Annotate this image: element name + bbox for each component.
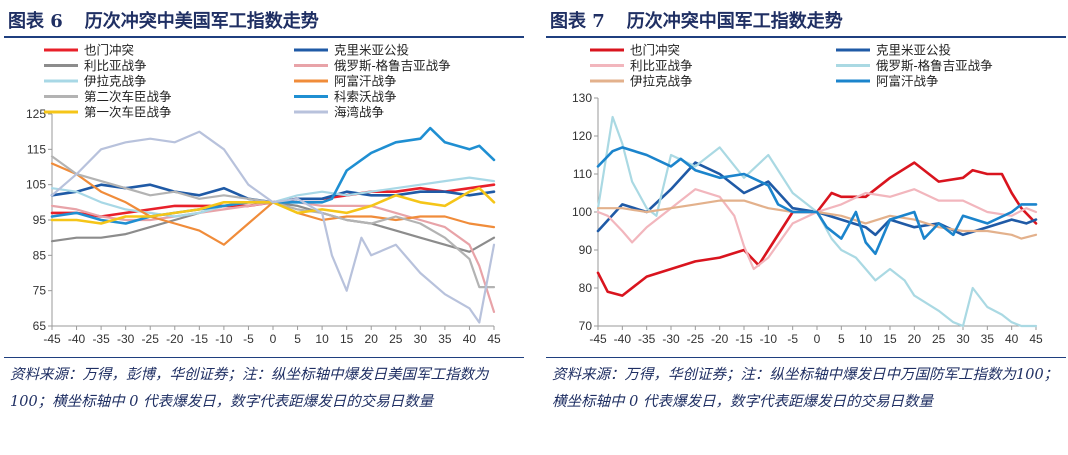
x-tick-label: -20 [711,332,729,346]
x-tick-label: 20 [908,332,922,346]
x-tick-label: -10 [215,332,233,346]
x-tick-label: -45 [43,332,61,346]
legend-label: 第二次车臣战争 [84,89,172,104]
x-tick-label: -20 [166,332,184,346]
y-tick-label: 125 [26,107,46,121]
legend-label: 俄罗斯-格鲁吉亚战争 [334,58,451,73]
legend-label: 伊拉克战争 [630,74,693,89]
chart-title: 图表 7 历次冲突中国军工指数走势 [546,6,1068,34]
y-tick-label: 95 [33,213,47,227]
y-tick-label: 105 [26,178,46,192]
source-note: 资料来源：万得，彭博，华创证券；注：纵坐标轴中爆发日美国军工指数为100；横坐标… [10,367,489,410]
title-rule [4,36,524,38]
legend-label: 俄罗斯-格鲁吉亚战争 [876,58,993,73]
legend-label: 利比亚战争 [630,59,693,73]
x-tick-label: -5 [243,332,254,346]
chart-panel-us: 图表 6 历次冲突中美国军工指数走势 65 75 85 95 105 115 125 -45-… [4,0,528,455]
x-tick-label: 45 [487,332,501,346]
x-tick-label: -35 [92,332,110,346]
series-line [50,176,496,218]
x-tick-label: 45 [1029,332,1043,346]
x-tick-label: 5 [294,332,301,346]
source-rule [546,357,1066,358]
legend-label: 阿富汗战争 [334,74,397,89]
series-line [596,161,1038,237]
y-tick-label: 80 [579,281,593,295]
legend-label: 克里米亚公投 [334,43,409,58]
chart-heading: 历次冲突中国军工指数走势 [626,11,843,32]
chart-heading: 历次冲突中美国军工指数走势 [84,11,319,32]
y-tick-label: 70 [579,319,593,333]
series-line [596,146,1038,256]
x-tick-label: 15 [883,332,897,346]
x-tick-label: 5 [838,332,845,346]
x-tick-label: -30 [117,332,135,346]
x-tick-label: 0 [814,332,821,346]
x-tick-label: -25 [142,332,160,346]
x-tick-label: -40 [68,332,86,346]
y-tick-label: 85 [33,248,47,262]
x-tick-label: -5 [787,332,798,346]
series-line [596,199,1038,240]
legend-label: 阿富汗战争 [876,74,939,89]
x-tick-label: -10 [760,332,778,346]
y-tick-label: 100 [572,205,592,219]
x-tick-label: 15 [340,332,354,346]
chart-number: 图表 6 [8,11,63,32]
series-line [596,161,1038,297]
title-rule [546,36,1066,38]
x-tick-label: 35 [981,332,995,346]
x-tick-label: -40 [614,332,632,346]
series-line [50,183,496,218]
x-tick-label: 30 [956,332,970,346]
source-rule [4,357,524,358]
y-tick-label: 90 [579,243,593,257]
chart-title: 图表 6 历次冲突中美国军工指数走势 [4,6,528,34]
series-line [50,155,496,289]
legend-label: 也门冲突 [630,43,680,58]
y-tick-label: 110 [573,167,592,181]
x-tick-label: -30 [662,332,680,346]
x-tick-label: -25 [687,332,705,346]
series-line [50,130,496,324]
x-tick-label: -35 [638,332,656,346]
y-tick-label: 65 [33,319,47,333]
x-tick-label: 35 [438,332,452,346]
series-line [50,126,496,225]
chart-number: 图表 7 [550,11,605,32]
x-tick-label: 40 [1005,332,1019,346]
x-tick-label: 30 [414,332,428,346]
x-tick-label: 25 [932,332,946,346]
legend-label: 伊拉克战争 [84,74,147,89]
series-line [596,188,1038,271]
chart-panel-china: 图表 7 历次冲突中国军工指数走势 70 80 90 100 110 120 130 -45-… [546,0,1068,455]
y-tick-label: 130 [572,91,592,105]
legend-label: 科索沃战争 [334,90,397,104]
y-tick-label: 75 [33,284,47,298]
legend-label: 也门冲突 [84,43,134,58]
x-tick-label: -15 [735,332,753,346]
y-tick-label: 120 [572,129,592,143]
y-tick-label: 115 [27,142,46,156]
x-tick-label: 25 [389,332,403,346]
x-tick-label: 10 [315,332,329,346]
x-tick-label: 20 [365,332,379,346]
x-tick-label: -15 [191,332,209,346]
series-line [50,186,496,225]
legend-label: 第一次车臣战争 [84,105,172,120]
x-tick-label: 0 [270,332,277,346]
x-tick-label: 10 [859,332,873,346]
legend-label: 海湾战争 [334,105,384,120]
legend-label: 克里米亚公投 [876,43,951,58]
x-tick-label: -45 [589,332,607,346]
source-note: 资料来源：万得，华创证券；注：纵坐标轴中爆发日中万国防军工指数为100；横坐标轴… [552,367,1059,410]
x-tick-label: 40 [463,332,477,346]
legend-label: 利比亚战争 [84,59,147,73]
series-line [596,115,1038,328]
